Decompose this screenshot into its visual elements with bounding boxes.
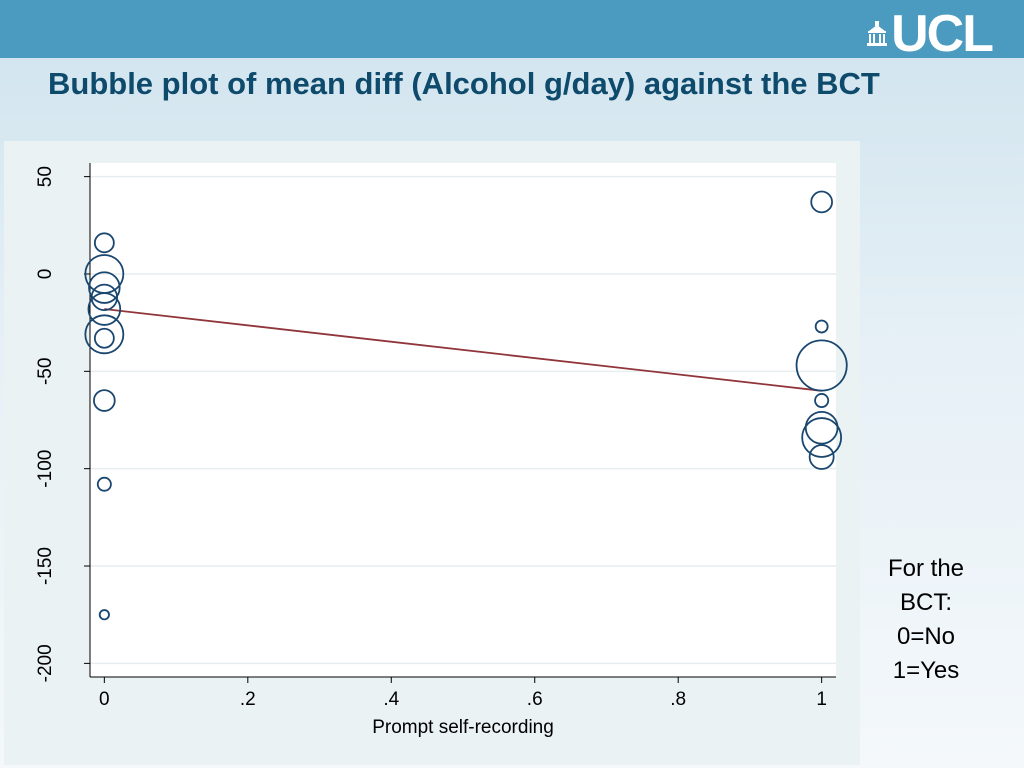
note-line: For the	[887, 555, 965, 582]
chart-panel: 50 0 -50 -100 -150 -200 0 .2 .4 .6 .8 1 Prompt self…	[4, 141, 860, 765]
note-line: BCT:	[899, 589, 952, 616]
data-bubble	[98, 609, 110, 621]
y-tick-label: -200	[35, 644, 56, 682]
y-tick-label: -150	[35, 547, 56, 585]
y-tick-label: -100	[35, 450, 56, 488]
data-bubble	[90, 283, 118, 311]
data-bubble	[93, 232, 115, 254]
data-bubble	[814, 319, 829, 334]
x-tick-label: .6	[527, 689, 543, 710]
data-bubble	[801, 417, 843, 458]
y-tick-label: -50	[35, 358, 56, 385]
note-line: 1=Yes	[892, 657, 960, 684]
x-tick-label: 0	[99, 689, 110, 710]
fitted-line	[104, 308, 822, 392]
x-tick-label: .2	[240, 689, 256, 710]
header-bar: UCL	[0, 0, 1024, 63]
data-bubble	[88, 271, 121, 304]
data-bubble	[810, 190, 833, 214]
plot-area	[90, 163, 836, 677]
y-tick-label: 0	[35, 269, 56, 280]
bubble-chart: 50 0 -50 -100 -150 -200 0 .2 .4 .6 .8 1 Prompt self…	[35, 163, 848, 738]
y-tick-label: 50	[35, 166, 56, 187]
portico-icon	[867, 21, 888, 46]
bct-legend-note: For the BCT: 0=No 1=Yes	[868, 552, 984, 688]
data-bubble	[93, 327, 115, 349]
data-bubble	[96, 476, 112, 492]
data-bubble	[795, 339, 848, 392]
logo-text: UCL	[891, 5, 994, 63]
x-tick-label: .4	[383, 689, 399, 710]
data-bubble	[814, 393, 830, 409]
data-bubble	[87, 292, 122, 326]
data-bubble	[84, 314, 125, 355]
note-line: 0=No	[896, 623, 956, 650]
x-axis-label: Prompt self-recording	[372, 717, 554, 738]
ucl-logo: UCL	[867, 5, 994, 63]
slide-title: Bubble plot of mean diff (Alcohol g/day)…	[48, 66, 880, 101]
data-bubble	[808, 444, 835, 470]
data-bubble	[93, 389, 116, 412]
x-tick-label: 1	[816, 689, 827, 710]
x-tick-label: .8	[670, 689, 686, 710]
